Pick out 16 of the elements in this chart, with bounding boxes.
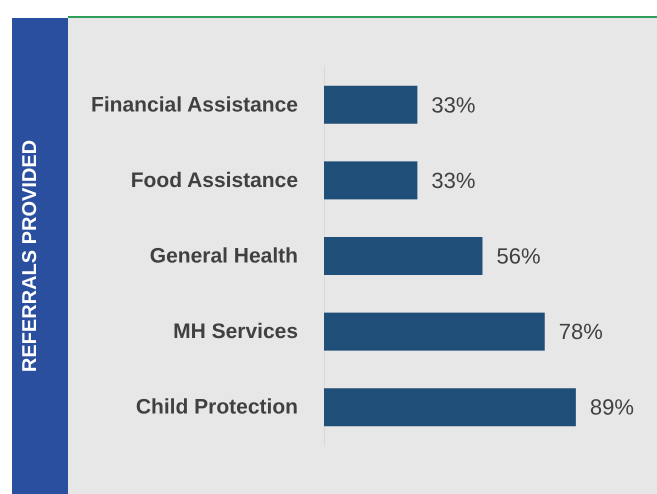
y-tick-label: General Health (150, 244, 298, 268)
bar (324, 312, 545, 351)
data-label: 78% (558, 319, 603, 344)
y-axis-title: REFERRALS PROVIDED (19, 140, 41, 372)
bar (324, 161, 418, 200)
bar (324, 388, 576, 426)
y-tick-label: MH Services (173, 320, 298, 344)
bar (324, 86, 418, 124)
data-label: 56% (496, 244, 541, 268)
data-label: 33% (431, 92, 476, 118)
y-tick-label: Child Protection (136, 396, 298, 419)
data-label: 33% (431, 168, 476, 193)
bar (324, 237, 482, 275)
data-label: 89% (590, 394, 634, 420)
y-tick-label: Financial Assistance (91, 93, 298, 116)
y-tick-label: Food Assistance (130, 168, 298, 192)
